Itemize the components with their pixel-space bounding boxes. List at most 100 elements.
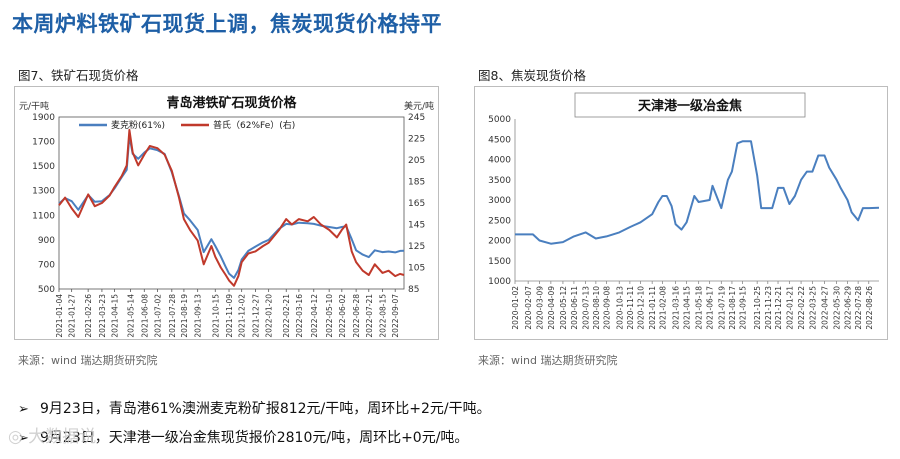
figure-7-label: 图7、铁矿石现货价格 bbox=[18, 68, 139, 83]
slide-title: 本周炉料铁矿石现货上调，焦炭现货价格持平 bbox=[12, 12, 442, 36]
x-tick-label: 2020-12-10 bbox=[636, 286, 645, 330]
y-left-tick-label: 1100 bbox=[32, 211, 55, 221]
x-tick-label: 2020-06-11 bbox=[570, 286, 579, 330]
x-tick-label: 2021-01-11 bbox=[648, 286, 657, 330]
y-tick-label: 1000 bbox=[488, 277, 511, 287]
x-tick-label: 2022-05-10 bbox=[325, 294, 334, 338]
x-tick-label: 2022-07-28 bbox=[854, 286, 863, 330]
x-tick-label: 2021-04-15 bbox=[683, 286, 692, 330]
legend-label-platts: 普氏（62%Fe）(右) bbox=[213, 119, 295, 131]
x-tick-label: 2020-02-07 bbox=[524, 286, 533, 330]
x-tick-label: 2020-03-09 bbox=[536, 286, 545, 330]
y-right-tick-label: 85 bbox=[408, 285, 419, 295]
x-tick-label: 2021-02-08 bbox=[658, 286, 667, 330]
x-tick-label: 2022-06-28 bbox=[352, 294, 361, 338]
x-tick-label: 2020-05-12 bbox=[559, 286, 568, 330]
x-tick-label: 2021-08-17 bbox=[728, 286, 737, 330]
x-tick-label: 2020-01-02 bbox=[511, 286, 520, 330]
x-tick-label: 2022-06-29 bbox=[844, 286, 853, 330]
chart-title: 青岛港铁矿石现货价格 bbox=[166, 95, 297, 111]
left-axis-unit: 元/干吨 bbox=[19, 100, 49, 112]
source-left: 来源：wind 瑞达期货研究院 bbox=[18, 354, 158, 367]
y-left-tick-label: 1300 bbox=[32, 187, 55, 197]
x-tick-label: 2022-06-02 bbox=[338, 294, 347, 338]
x-tick-label: 2021-11-23 bbox=[764, 286, 773, 330]
bullet-iron-ore-text: 9月23日，青岛港61%澳洲麦克粉矿报812元/干吨，周环比+2元/干吨。 bbox=[40, 401, 491, 417]
y-right-tick-label: 225 bbox=[408, 135, 425, 145]
arrow-bullet-icon: ➢ bbox=[18, 431, 29, 446]
y-left-tick-label: 500 bbox=[38, 285, 55, 295]
x-tick-label: 2022-08-26 bbox=[865, 286, 874, 330]
y-left-tick-label: 900 bbox=[38, 236, 55, 246]
y-right-tick-label: 145 bbox=[408, 221, 425, 231]
y-right-tick-label: 105 bbox=[408, 264, 425, 274]
x-tick-label: 2020-08-10 bbox=[592, 286, 601, 330]
source-right: 来源：wind 瑞达期货研究院 bbox=[478, 354, 618, 367]
x-tick-label: 2021-05-18 bbox=[695, 286, 704, 330]
x-tick-label: 2020-11-11 bbox=[626, 286, 635, 330]
y-tick-label: 1500 bbox=[488, 257, 511, 267]
x-tick-label: 2021-03-16 bbox=[672, 286, 681, 330]
series-line-platts bbox=[58, 128, 405, 287]
chart-title-box bbox=[574, 92, 806, 118]
series-line-mac-fines bbox=[58, 135, 405, 279]
y-tick-label: 4000 bbox=[488, 156, 511, 166]
x-tick-label: 2021-09-15 bbox=[739, 286, 748, 330]
x-tick-label: 2021-07-02 bbox=[153, 294, 162, 338]
x-tick-label: 2022-04-27 bbox=[820, 286, 829, 330]
x-tick-label: 2021-10-15 bbox=[211, 294, 220, 338]
x-tick-label: 2021-01-27 bbox=[68, 294, 77, 338]
x-tick-label: 2021-06-08 bbox=[140, 294, 149, 338]
x-tick-label: 2021-12-02 bbox=[238, 294, 247, 338]
x-tick-label: 2020-09-08 bbox=[602, 286, 611, 330]
x-tick-label: 2022-09-07 bbox=[391, 294, 400, 338]
y-right-tick-label: 125 bbox=[408, 242, 425, 252]
iron-ore-chart-panel: 青岛港铁矿石现货价格 元/干吨 美元/吨 500 700 900 1100 1300 1500 1… bbox=[14, 86, 439, 340]
bullet-iron-ore: ➢ 9月23日，青岛港61%澳洲麦克粉矿报812元/干吨，周环比+2元/干吨。 bbox=[18, 398, 491, 418]
y-right-tick-label: 185 bbox=[408, 178, 425, 188]
y-tick-label: 3500 bbox=[488, 176, 511, 186]
iron-ore-price-chart: 青岛港铁矿石现货价格 元/干吨 美元/吨 500 700 900 1100 1300 1500 1… bbox=[19, 95, 434, 338]
plot-frame bbox=[58, 116, 405, 290]
x-tick-label: 2021-04-15 bbox=[111, 294, 120, 338]
y-left-tick-label: 1500 bbox=[32, 162, 55, 172]
y-right-tick-label: 245 bbox=[408, 113, 425, 123]
x-tick-label: 2021-09-13 bbox=[194, 294, 203, 338]
x-tick-label: 2021-12-27 bbox=[251, 294, 260, 338]
y-tick-label: 4500 bbox=[488, 135, 511, 145]
x-tick-label: 2021-12-21 bbox=[774, 286, 783, 330]
x-tick-label: 2022-02-22 bbox=[797, 286, 806, 330]
x-tick-label: 2021-11-09 bbox=[225, 294, 234, 338]
x-tick-label: 2022-05-30 bbox=[833, 286, 842, 330]
x-tick-label: 2022-08-15 bbox=[379, 294, 388, 338]
x-tick-label: 2022-02-21 bbox=[282, 294, 291, 338]
x-tick-label: 2022-04-12 bbox=[310, 294, 319, 338]
y-right-tick-label: 205 bbox=[408, 156, 425, 166]
x-tick-label: 2022-07-21 bbox=[365, 294, 374, 338]
chart-title: 天津港一级冶金焦 bbox=[638, 98, 742, 114]
y-left-tick-label: 700 bbox=[38, 260, 55, 270]
y-tick-label: 2000 bbox=[488, 237, 511, 247]
x-tick-label: 2022-03-25 bbox=[808, 286, 817, 330]
y-tick-label: 5000 bbox=[488, 115, 511, 125]
right-axis-unit: 美元/吨 bbox=[404, 100, 434, 112]
y-left-tick-label: 1900 bbox=[32, 113, 55, 123]
x-tick-label: 2021-08-19 bbox=[180, 294, 189, 338]
bullet-coke-text: 9月23日，天津港一级冶金焦现货报价2810元/吨，周环比+0元/吨。 bbox=[40, 430, 469, 446]
y-left-tick-label: 1700 bbox=[32, 138, 55, 148]
x-tick-label: 2020-10-13 bbox=[615, 286, 624, 330]
x-tick-label: 2020-07-13 bbox=[582, 286, 591, 330]
watermark: ◎ 大数据说 bbox=[8, 427, 97, 447]
x-tick-label: 2021-07-28 bbox=[168, 294, 177, 338]
y-right-tick-label: 165 bbox=[408, 199, 425, 209]
x-tick-label: 2022-01-20 bbox=[265, 294, 274, 338]
y-tick-label: 2500 bbox=[488, 216, 511, 226]
x-tick-label: 2021-03-23 bbox=[98, 294, 107, 338]
x-tick-label: 2021-06-17 bbox=[706, 286, 715, 330]
x-tick-label: 2020-04-09 bbox=[547, 286, 556, 330]
x-tick-label: 2021-05-14 bbox=[127, 294, 136, 338]
series-line-coke bbox=[515, 140, 880, 245]
x-tick-label: 2022-01-21 bbox=[785, 286, 794, 330]
x-tick-label: 2021-10-25 bbox=[753, 286, 762, 330]
x-tick-label: 2022-03-16 bbox=[295, 294, 304, 338]
